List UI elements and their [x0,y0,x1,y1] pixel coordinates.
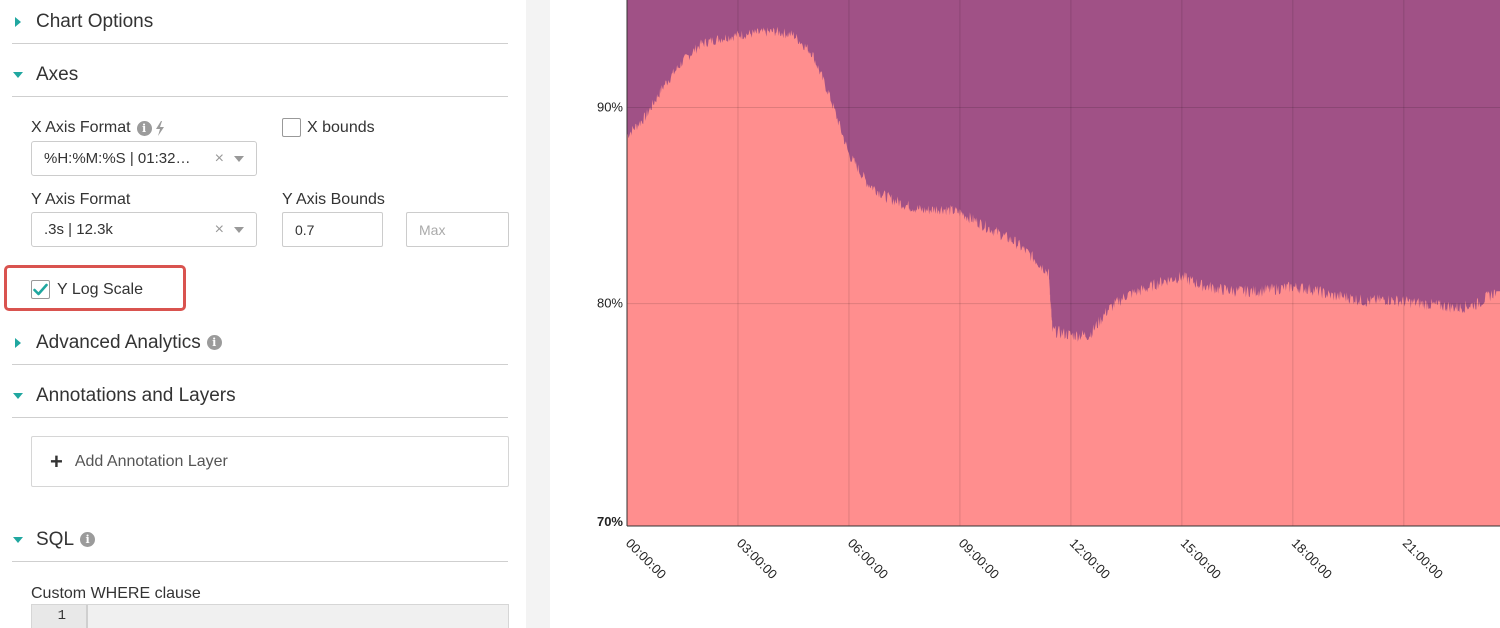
section-annotations[interactable]: Annotations and Layers [12,374,508,418]
x-tick-label: 09:00:00 [956,536,1002,582]
y-tick-label: 70% [597,514,623,529]
section-advanced-analytics[interactable]: Advanced Analytics i [12,321,508,365]
info-icon[interactable]: i [136,120,152,136]
x-tick-label: 12:00:00 [1067,536,1113,582]
section-title: Chart Options [36,10,154,32]
lightning-icon [155,120,164,136]
line-number: 1 [32,605,88,628]
y-axis-bounds-label: Y Axis Bounds [282,191,385,208]
y-tick-label: 90% [597,99,623,114]
x-axis-format-text: X Axis Format [31,119,131,136]
x-axis-format-select[interactable]: %H:%M:%S | 01:32… × [31,141,257,176]
highlight-box [4,265,186,311]
chevron-down-icon[interactable] [234,155,244,162]
add-annotation-layer-label: Add Annotation Layer [74,452,228,470]
x-tick-label: 18:00:00 [1289,536,1335,582]
custom-where-label: Custom WHERE clause [31,585,201,602]
x-axis-format-value: %H:%M:%S | 01:32… [44,150,191,167]
y-max-input[interactable] [406,212,509,247]
y-axis-format-select[interactable]: .3s | 12.3k × [31,212,257,247]
caret-down-icon [12,69,24,81]
add-annotation-layer-button[interactable]: + Add Annotation Layer [31,436,509,487]
x-tick-label: 06:00:00 [845,536,891,582]
section-axes[interactable]: Axes [12,53,508,97]
area-series-bottom [627,26,1500,527]
y-tick-label: 80% [597,296,623,311]
y-min-input[interactable] [282,212,383,247]
checkmark-icon [33,283,48,296]
section-title: Annotations and Layers [36,384,236,406]
x-tick-label: 15:00:00 [1178,536,1224,582]
chart-panel: 90% 80% 70% 00:00:00 03:00:00 06:00:00 09:00:0… [550,0,1500,628]
section-title: Axes [36,63,79,85]
y-log-scale-label: Y Log Scale [57,281,143,298]
x-tick-label: 21:00:00 [1400,536,1446,582]
caret-down-icon [12,534,24,546]
chevron-down-icon[interactable] [234,226,244,233]
control-panel: Chart Options Axes X Axis Format i %H:%M… [0,0,526,628]
caret-right-icon [12,337,24,349]
x-tick-label: 03:00:00 [734,536,780,582]
info-icon[interactable]: i [206,335,222,350]
sql-editor[interactable]: 1 [31,604,509,628]
section-chart-options[interactable]: Chart Options [12,0,508,44]
clear-icon[interactable]: × [214,220,224,238]
x-bounds-label: X bounds [307,119,375,136]
plus-icon: + [50,448,63,474]
y-axis-format-label: Y Axis Format [31,191,131,208]
x-axis-format-label: X Axis Format i [31,119,165,137]
area-chart: 90% 80% 70%00:00:00 03:00:00 06:00:00 09:00:0… [597,0,1500,582]
caret-right-icon [12,16,24,28]
info-icon[interactable]: i [80,532,96,547]
y-log-scale-checkbox[interactable] [31,280,50,299]
x-tick-label: 00:00:00 [623,536,669,582]
clear-icon[interactable]: × [214,149,224,167]
caret-down-icon [12,390,24,402]
x-bounds-checkbox[interactable] [282,118,301,137]
section-sql[interactable]: SQL i [12,518,508,562]
section-title: SQL [36,528,75,550]
section-title: Advanced Analytics [36,331,201,353]
y-axis-format-value: .3s | 12.3k [44,221,113,238]
